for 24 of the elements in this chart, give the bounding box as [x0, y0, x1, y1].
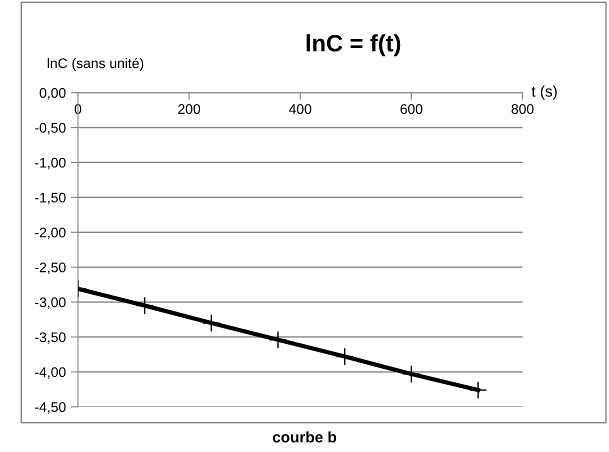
x-tick-label: 600 — [400, 104, 422, 114]
x-tick-label: 800 — [512, 104, 534, 114]
y-tick-label: -1,00 — [35, 158, 66, 170]
y-tick-label: -2,00 — [35, 228, 66, 240]
point — [202, 314, 220, 332]
point — [268, 330, 288, 349]
y-tick-label: 0,00 — [40, 88, 66, 100]
y-tick-label: -0,50 — [35, 122, 66, 134]
y-tick-label: -3,50 — [35, 332, 66, 344]
x-tick-label: 200 — [178, 104, 200, 114]
point — [469, 381, 488, 400]
point — [136, 296, 154, 315]
y-axis-title: lnC (sans unité) — [48, 58, 144, 71]
y-tick-label: -4,50 — [35, 402, 66, 414]
y-tick-label: -4,00 — [35, 367, 66, 379]
x-axis-title: t (s) — [532, 86, 557, 100]
y-tick-label: -1,50 — [35, 192, 66, 204]
y-tick-label: -3,00 — [35, 297, 66, 309]
chart-title: lnC = f(t) — [306, 34, 400, 56]
text: courbe b — [272, 431, 336, 443]
point — [336, 348, 354, 366]
y-tick-label: -2,50 — [35, 262, 66, 274]
point — [402, 364, 420, 384]
x-tick-label: 400 — [288, 104, 312, 114]
